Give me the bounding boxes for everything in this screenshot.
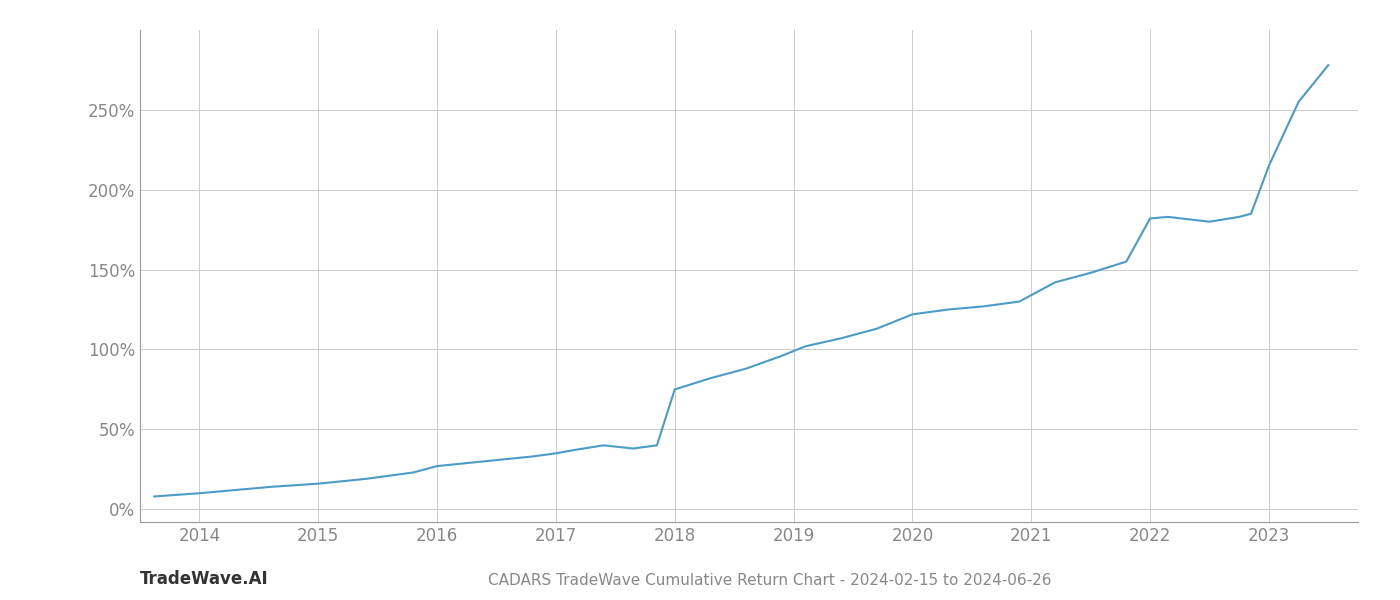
Text: CADARS TradeWave Cumulative Return Chart - 2024-02-15 to 2024-06-26: CADARS TradeWave Cumulative Return Chart… [489, 573, 1051, 588]
Text: TradeWave.AI: TradeWave.AI [140, 570, 269, 588]
